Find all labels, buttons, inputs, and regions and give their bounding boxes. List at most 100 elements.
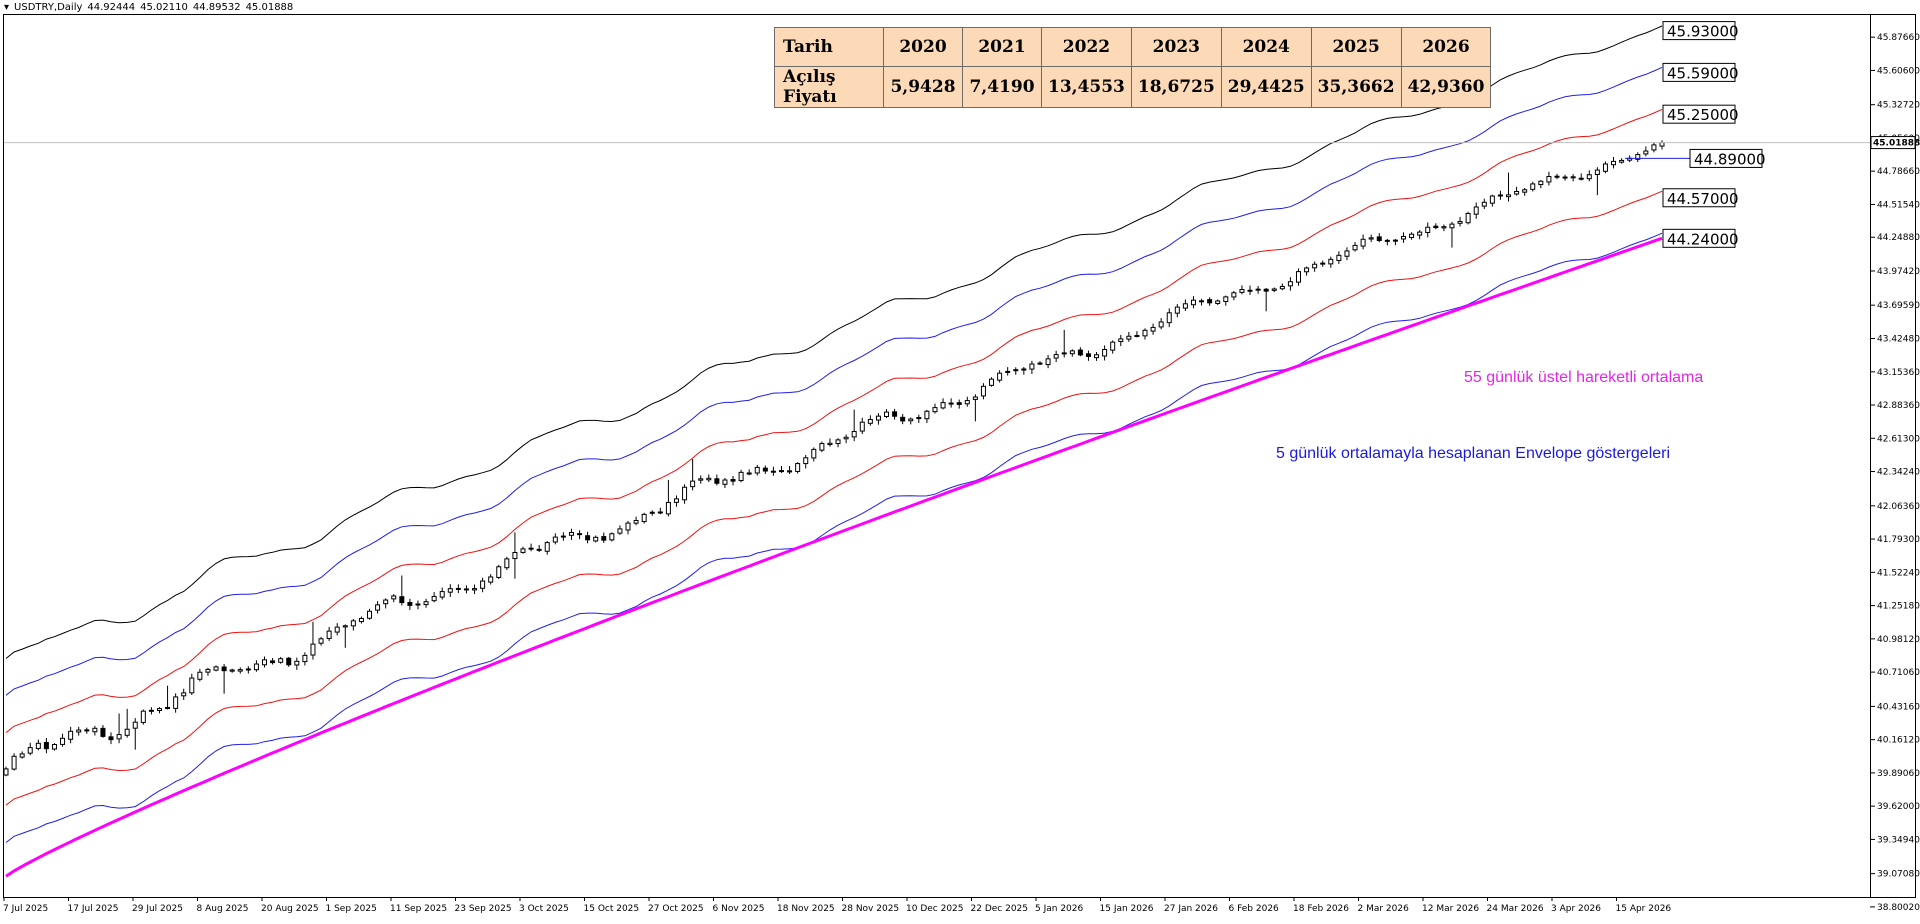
- candle-body: [1029, 363, 1035, 370]
- candle-body: [1409, 233, 1415, 238]
- level-label-box: [1662, 62, 1736, 82]
- candle: [1239, 285, 1245, 295]
- candle: [1174, 304, 1180, 318]
- candle: [682, 484, 688, 504]
- candle-body: [391, 595, 397, 600]
- candle: [350, 618, 356, 631]
- table-year: 2025: [1310, 27, 1402, 67]
- candle: [1053, 350, 1059, 363]
- candle-body: [270, 660, 276, 664]
- level-label: 45.93000: [1667, 23, 1739, 41]
- y-tick-label: 39.34940: [1877, 835, 1920, 845]
- symbol-label: USDTRY,Daily: [14, 2, 83, 13]
- candle: [989, 377, 995, 387]
- y-tick-label: 45.32720: [1877, 101, 1920, 111]
- x-tick-label: 1 Sep 2025: [326, 904, 377, 914]
- candle-body: [278, 658, 284, 663]
- candle-body: [1037, 362, 1043, 365]
- candle: [835, 438, 841, 448]
- candle: [68, 726, 74, 744]
- candle-body: [132, 721, 138, 729]
- candle: [367, 608, 373, 620]
- candle: [1134, 331, 1140, 338]
- candle-body: [641, 513, 647, 523]
- candle-body: [1271, 288, 1277, 291]
- candle: [1514, 186, 1520, 196]
- candle: [811, 447, 817, 462]
- candle-body: [1481, 201, 1487, 207]
- ema-55-line: [5, 236, 1663, 878]
- candle-body: [964, 400, 970, 405]
- candle: [884, 409, 890, 419]
- candle: [770, 466, 776, 476]
- candle-body: [1344, 250, 1350, 257]
- candle: [593, 535, 599, 543]
- candle: [972, 394, 978, 422]
- candle: [1207, 297, 1213, 306]
- candle-body: [795, 463, 801, 472]
- x-tick-label: 18 Nov 2025: [777, 904, 835, 914]
- candle: [391, 594, 397, 603]
- candle: [463, 585, 469, 594]
- candle-body: [237, 669, 243, 672]
- candle-body: [1312, 263, 1318, 269]
- candle: [1061, 329, 1067, 358]
- candle-body: [714, 478, 720, 484]
- candle: [156, 707, 162, 714]
- candle: [1118, 334, 1124, 347]
- y-tick-label: 42.06360: [1877, 502, 1920, 512]
- level-label: 44.57000: [1667, 190, 1739, 208]
- candle: [1368, 234, 1374, 243]
- candle-body: [245, 668, 251, 671]
- candle: [1578, 173, 1584, 181]
- y-tick-label: 42.88360: [1877, 401, 1920, 411]
- candle: [1497, 190, 1503, 200]
- candle: [472, 584, 478, 595]
- candle: [1110, 340, 1116, 354]
- candle: [496, 564, 502, 580]
- candle-body: [423, 601, 429, 606]
- candle-body: [439, 591, 445, 598]
- candle-body: [1150, 326, 1156, 332]
- candle-body: [1182, 303, 1188, 309]
- candle: [544, 541, 550, 555]
- candle: [843, 434, 849, 444]
- y-tick-label: 40.43160: [1877, 702, 1920, 712]
- candle: [916, 414, 922, 423]
- candle: [358, 616, 364, 624]
- envelope-upper-1: [5, 108, 1663, 733]
- candle: [1142, 328, 1148, 340]
- y-tick-label: 41.25180: [1877, 602, 1920, 612]
- level-label-box: [1662, 228, 1736, 248]
- candle-body: [1433, 225, 1439, 229]
- candle: [795, 462, 801, 474]
- candle-body: [367, 610, 373, 619]
- candle: [294, 657, 300, 670]
- candle-body: [213, 666, 219, 671]
- candle: [568, 528, 574, 540]
- candle: [625, 520, 631, 535]
- level-label-box: [1662, 21, 1736, 41]
- candle-body: [1449, 223, 1455, 229]
- candle-body: [165, 706, 171, 709]
- candle: [488, 574, 494, 585]
- candle: [1069, 349, 1075, 357]
- candle: [1231, 290, 1237, 301]
- candle-body: [690, 480, 696, 488]
- candle: [1602, 161, 1608, 174]
- candle-body: [1215, 300, 1221, 304]
- candle-body: [924, 410, 930, 420]
- candle-body: [1061, 352, 1067, 355]
- x-tick-label: 15 Oct 2025: [584, 904, 640, 914]
- candle-body: [980, 385, 986, 397]
- candle: [1263, 287, 1269, 312]
- y-tick-label: 40.71060: [1877, 668, 1920, 678]
- candle: [205, 667, 211, 676]
- candle: [1651, 142, 1657, 153]
- candle-body: [1659, 142, 1665, 147]
- candle: [1005, 367, 1011, 376]
- candle: [342, 624, 348, 648]
- candle-body: [1457, 221, 1463, 224]
- candle-body: [1570, 176, 1576, 179]
